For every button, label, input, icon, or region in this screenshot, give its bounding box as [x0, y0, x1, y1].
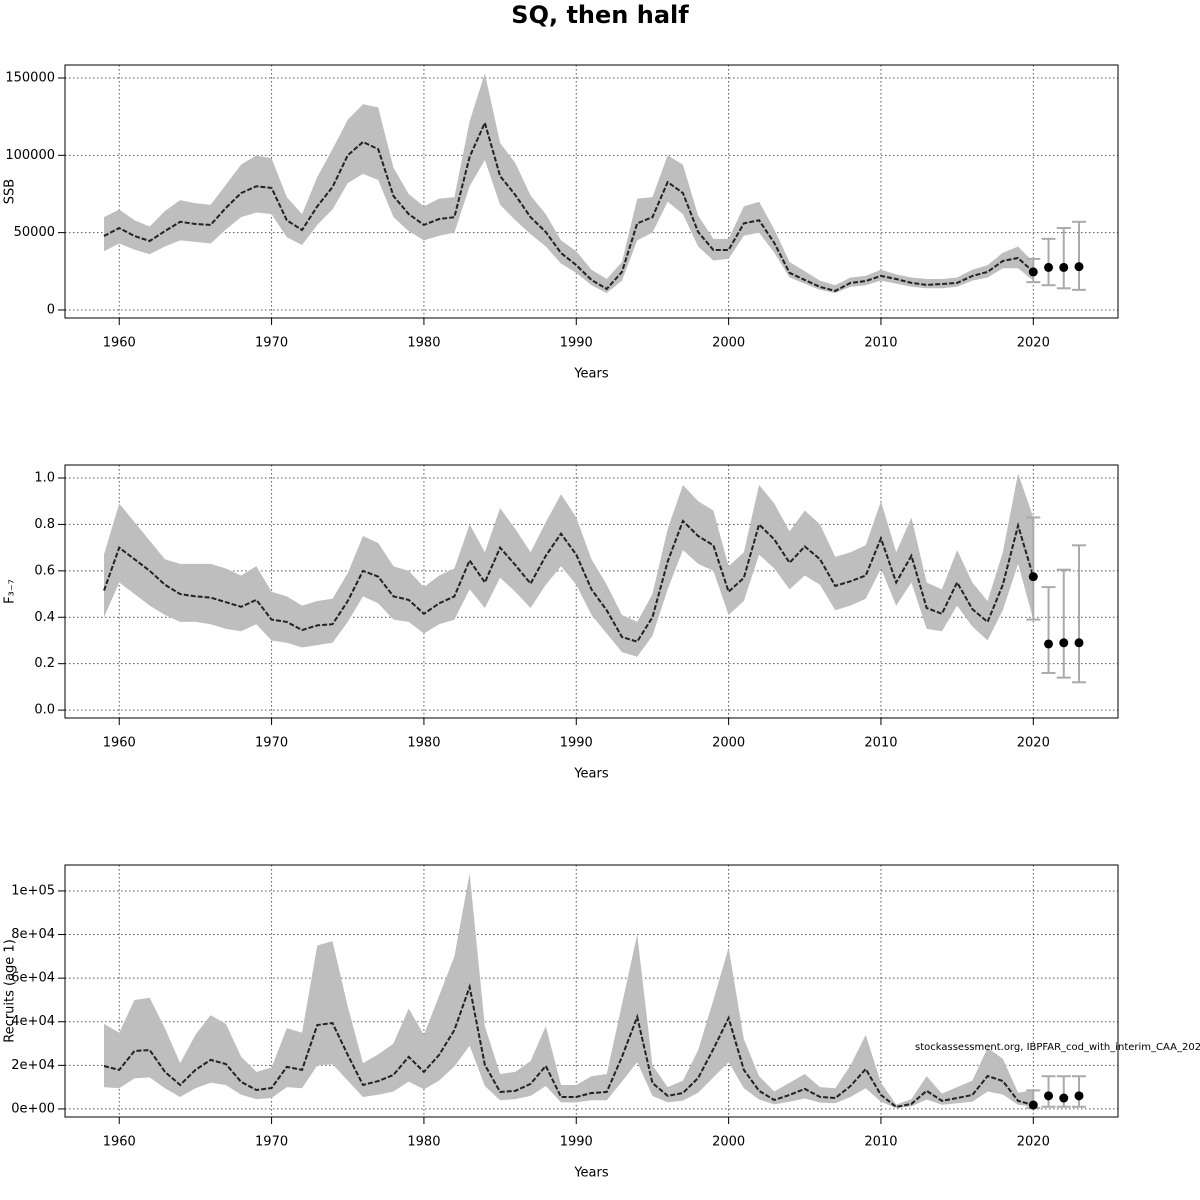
x-tick-label: 1980: [407, 1135, 440, 1150]
forecast-point: [1044, 639, 1054, 649]
y-tick-label: 2e+04: [11, 1058, 55, 1073]
x-tick-label: 2020: [1017, 1135, 1050, 1150]
y-tick-label: 0.8: [34, 517, 55, 532]
plot-frame: [64, 64, 1119, 319]
forecast-point: [1028, 267, 1038, 277]
x-tick-label: 2010: [864, 736, 897, 751]
x-tick-label: 1970: [255, 736, 288, 751]
x-tick-label: 2010: [864, 336, 897, 351]
x-axis-label: Years: [573, 367, 609, 382]
forecast-point: [1028, 1100, 1038, 1110]
y-tick-label: 8e+04: [11, 927, 55, 942]
y-axis-label: SSB: [3, 179, 18, 204]
forecast-point: [1074, 262, 1084, 272]
chart-title: SQ, then half: [511, 1, 689, 29]
forecast-point: [1028, 572, 1038, 582]
estimate-line: [103, 519, 1035, 643]
x-tick-label: 1970: [255, 1135, 288, 1150]
y-tick-label: 6e+04: [11, 971, 55, 986]
plot-frame: [64, 864, 1119, 1118]
x-tick-label: 1970: [255, 336, 288, 351]
y-tick-label: 100000: [5, 148, 55, 163]
confidence-band: [104, 473, 1034, 657]
forecast-point: [1059, 262, 1069, 272]
y-tick-label: 0: [47, 302, 55, 317]
y-axis-label: Recruits (age 1): [3, 939, 18, 1043]
y-tick-label: 50000: [14, 225, 55, 240]
x-axis-label: Years: [573, 767, 609, 782]
y-tick-label: 4e+04: [11, 1014, 55, 1029]
forecast-point: [1074, 638, 1084, 648]
y-tick-label: 1.0: [34, 470, 55, 485]
forecast-point: [1074, 1091, 1084, 1101]
x-tick-label: 2000: [712, 1135, 745, 1150]
x-tick-label: 2000: [712, 336, 745, 351]
annotation: stockassessment.org, IBPFAR_cod_with_int…: [915, 1042, 1200, 1053]
forecast-point: [1059, 638, 1069, 648]
x-tick-label: 1960: [103, 736, 136, 751]
x-tick-label: 2000: [712, 736, 745, 751]
y-tick-label: 0.6: [34, 563, 55, 578]
x-tick-label: 1980: [407, 336, 440, 351]
x-tick-label: 1990: [560, 336, 593, 351]
forecast-point: [1044, 1091, 1054, 1101]
y-axis-label: F₃₋₇: [3, 579, 18, 604]
confidence-band: [104, 873, 1034, 1109]
y-tick-label: 0e+00: [11, 1101, 55, 1116]
x-axis-label: Years: [573, 1166, 609, 1181]
x-tick-label: 1990: [560, 736, 593, 751]
x-tick-label: 2010: [864, 1135, 897, 1150]
x-tick-label: 2020: [1017, 736, 1050, 751]
y-tick-label: 0.4: [34, 610, 55, 625]
plot-frame: [64, 464, 1119, 719]
y-tick-label: 0.2: [34, 656, 55, 671]
y-tick-label: 150000: [5, 70, 55, 85]
confidence-band: [104, 73, 1034, 293]
y-tick-label: 0.0: [34, 703, 55, 718]
forecast-point: [1059, 1093, 1069, 1103]
forecast-point: [1044, 262, 1054, 272]
x-tick-label: 2020: [1017, 336, 1050, 351]
x-tick-label: 1960: [103, 336, 136, 351]
estimate-line: [103, 119, 1034, 293]
y-tick-label: 1e+05: [11, 883, 55, 898]
x-tick-label: 1980: [407, 736, 440, 751]
x-tick-label: 1960: [103, 1135, 136, 1150]
estimate-line: [103, 983, 1034, 1109]
x-tick-label: 1990: [560, 1135, 593, 1150]
